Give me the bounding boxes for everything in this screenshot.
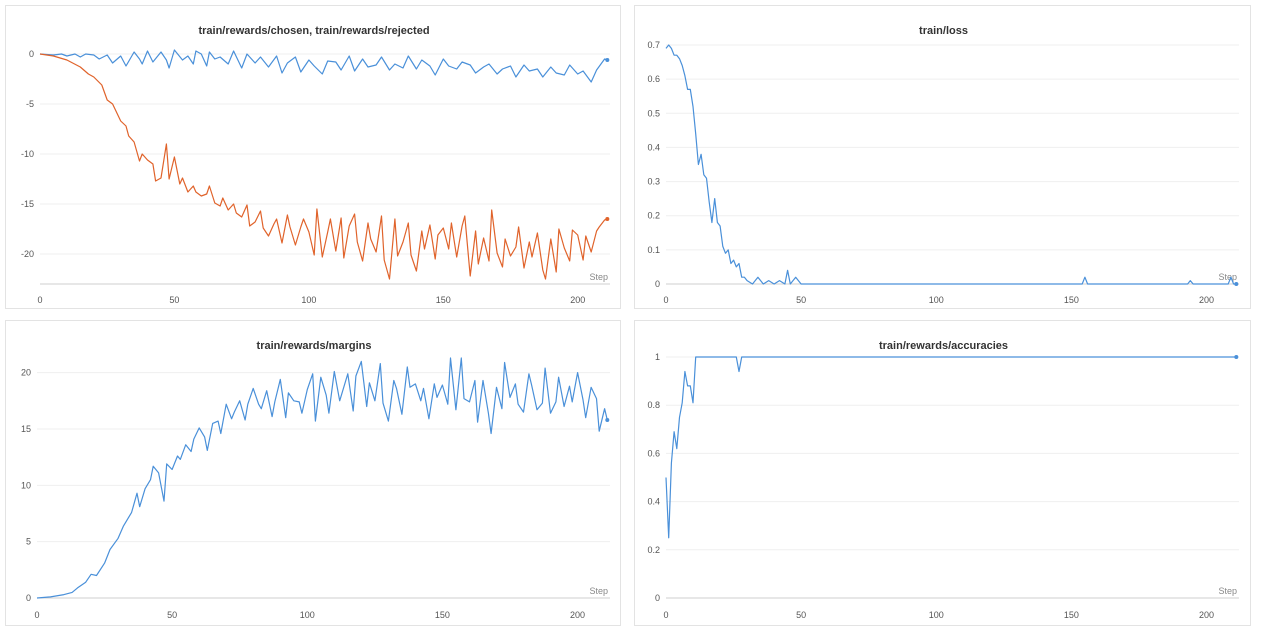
series-line-1 [665,356,1237,539]
chart-panel-train-loss: train/loss 0 0.1 0.2 0.3 0.4 0.5 0.6 0.7 0 50 100 15… [634,5,1251,309]
x-tick-label: 150 [1064,295,1079,305]
chart-title: train/rewards/chosen, train/rewards/reje… [198,25,429,37]
y-tick-label: 10 [21,480,31,490]
x-tick-label: 50 [796,610,806,620]
y-tick-label: -20 [21,249,34,259]
y-tick-label: 0.7 [647,40,660,50]
y-tick-label: -5 [26,99,34,109]
chart-rewards-chosen-rejected: train/rewards/chosen, train/rewards/reje… [21,25,610,305]
chart-train-loss: train/loss 0 0.1 0.2 0.3 0.4 0.5 0.6 0.7 0 50 100 15… [647,25,1239,305]
chart-title: train/loss [919,25,968,37]
chart-title: train/rewards/margins [257,340,372,352]
x-axis-label: Step [1218,586,1237,596]
y-tick-label: 0.5 [647,108,660,118]
series-line-2 [39,53,608,280]
series-endpoint-1 [1234,355,1239,359]
y-tick-label: 0 [655,593,660,603]
y-tick-label: 0 [655,279,660,289]
x-tick-label: 0 [37,295,42,305]
y-tick-label: -10 [21,149,34,159]
chart-title: train/rewards/accuracies [879,340,1008,352]
x-tick-label: 0 [34,610,39,620]
y-tick-label: 0 [29,49,34,59]
y-tick-label: 0.3 [647,177,660,187]
series-line-1 [665,44,1237,285]
y-tick-label: 20 [21,368,31,378]
y-tick-label: 0.4 [647,142,660,152]
y-tick-label: 0.8 [647,400,660,410]
x-tick-label: 50 [169,295,179,305]
series-endpoint-2 [605,217,610,221]
x-tick-label: 150 [435,610,450,620]
x-axis-label: Step [1218,272,1237,282]
x-tick-label: 200 [570,610,585,620]
y-tick-label: 0.6 [647,74,660,84]
y-tick-label: 1 [655,352,660,362]
series-endpoint-1 [605,58,610,62]
x-tick-label: 150 [436,295,451,305]
x-tick-label: 50 [167,610,177,620]
chart-panel-rewards-margins: train/rewards/margins 0 5 10 15 20 0 50 100 150 20… [5,320,621,626]
y-tick-label: 15 [21,424,31,434]
y-tick-label: 0 [26,593,31,603]
y-tick-label: 0.2 [647,545,660,555]
chart-rewards-accuracies: train/rewards/accuracies 0 0.2 0.4 0.6 0.8 1 0 5… [647,340,1239,620]
x-tick-label: 100 [929,610,944,620]
series-line-1 [39,49,608,83]
y-tick-label: 5 [26,537,31,547]
y-tick-label: 0.1 [647,245,660,255]
series-endpoint-1 [1234,282,1239,286]
x-tick-label: 50 [796,295,806,305]
x-tick-label: 100 [300,610,315,620]
series-line-1 [36,357,608,599]
x-tick-label: 150 [1064,610,1079,620]
x-axis-label: Step [589,586,608,596]
x-tick-label: 0 [663,610,668,620]
y-tick-label: -15 [21,199,34,209]
x-tick-label: 100 [301,295,316,305]
chart-panel-rewards-chosen-rejected: train/rewards/chosen, train/rewards/reje… [5,5,621,309]
x-tick-label: 200 [1199,610,1214,620]
x-tick-label: 200 [1199,295,1214,305]
x-tick-label: 200 [570,295,585,305]
x-axis-label: Step [589,272,608,282]
x-tick-label: 100 [929,295,944,305]
y-tick-label: 0.4 [647,497,660,507]
chart-panel-rewards-accuracies: train/rewards/accuracies 0 0.2 0.4 0.6 0.8 1 0 5… [634,320,1251,626]
x-tick-label: 0 [663,295,668,305]
y-tick-label: 0.2 [647,211,660,221]
y-tick-label: 0.6 [647,448,660,458]
series-endpoint-1 [605,417,610,422]
